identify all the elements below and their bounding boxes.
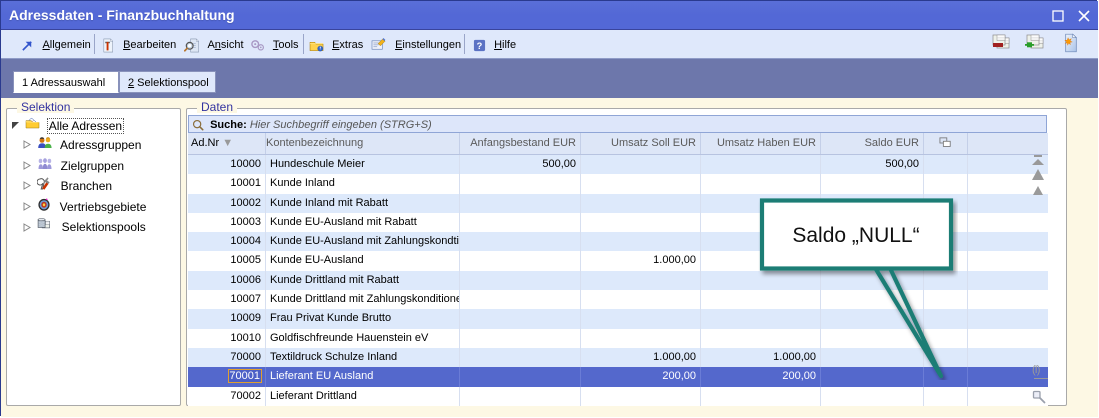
svg-text:?: ? <box>477 41 483 51</box>
svg-text:Saldo „NULL“: Saldo „NULL“ <box>792 224 919 247</box>
